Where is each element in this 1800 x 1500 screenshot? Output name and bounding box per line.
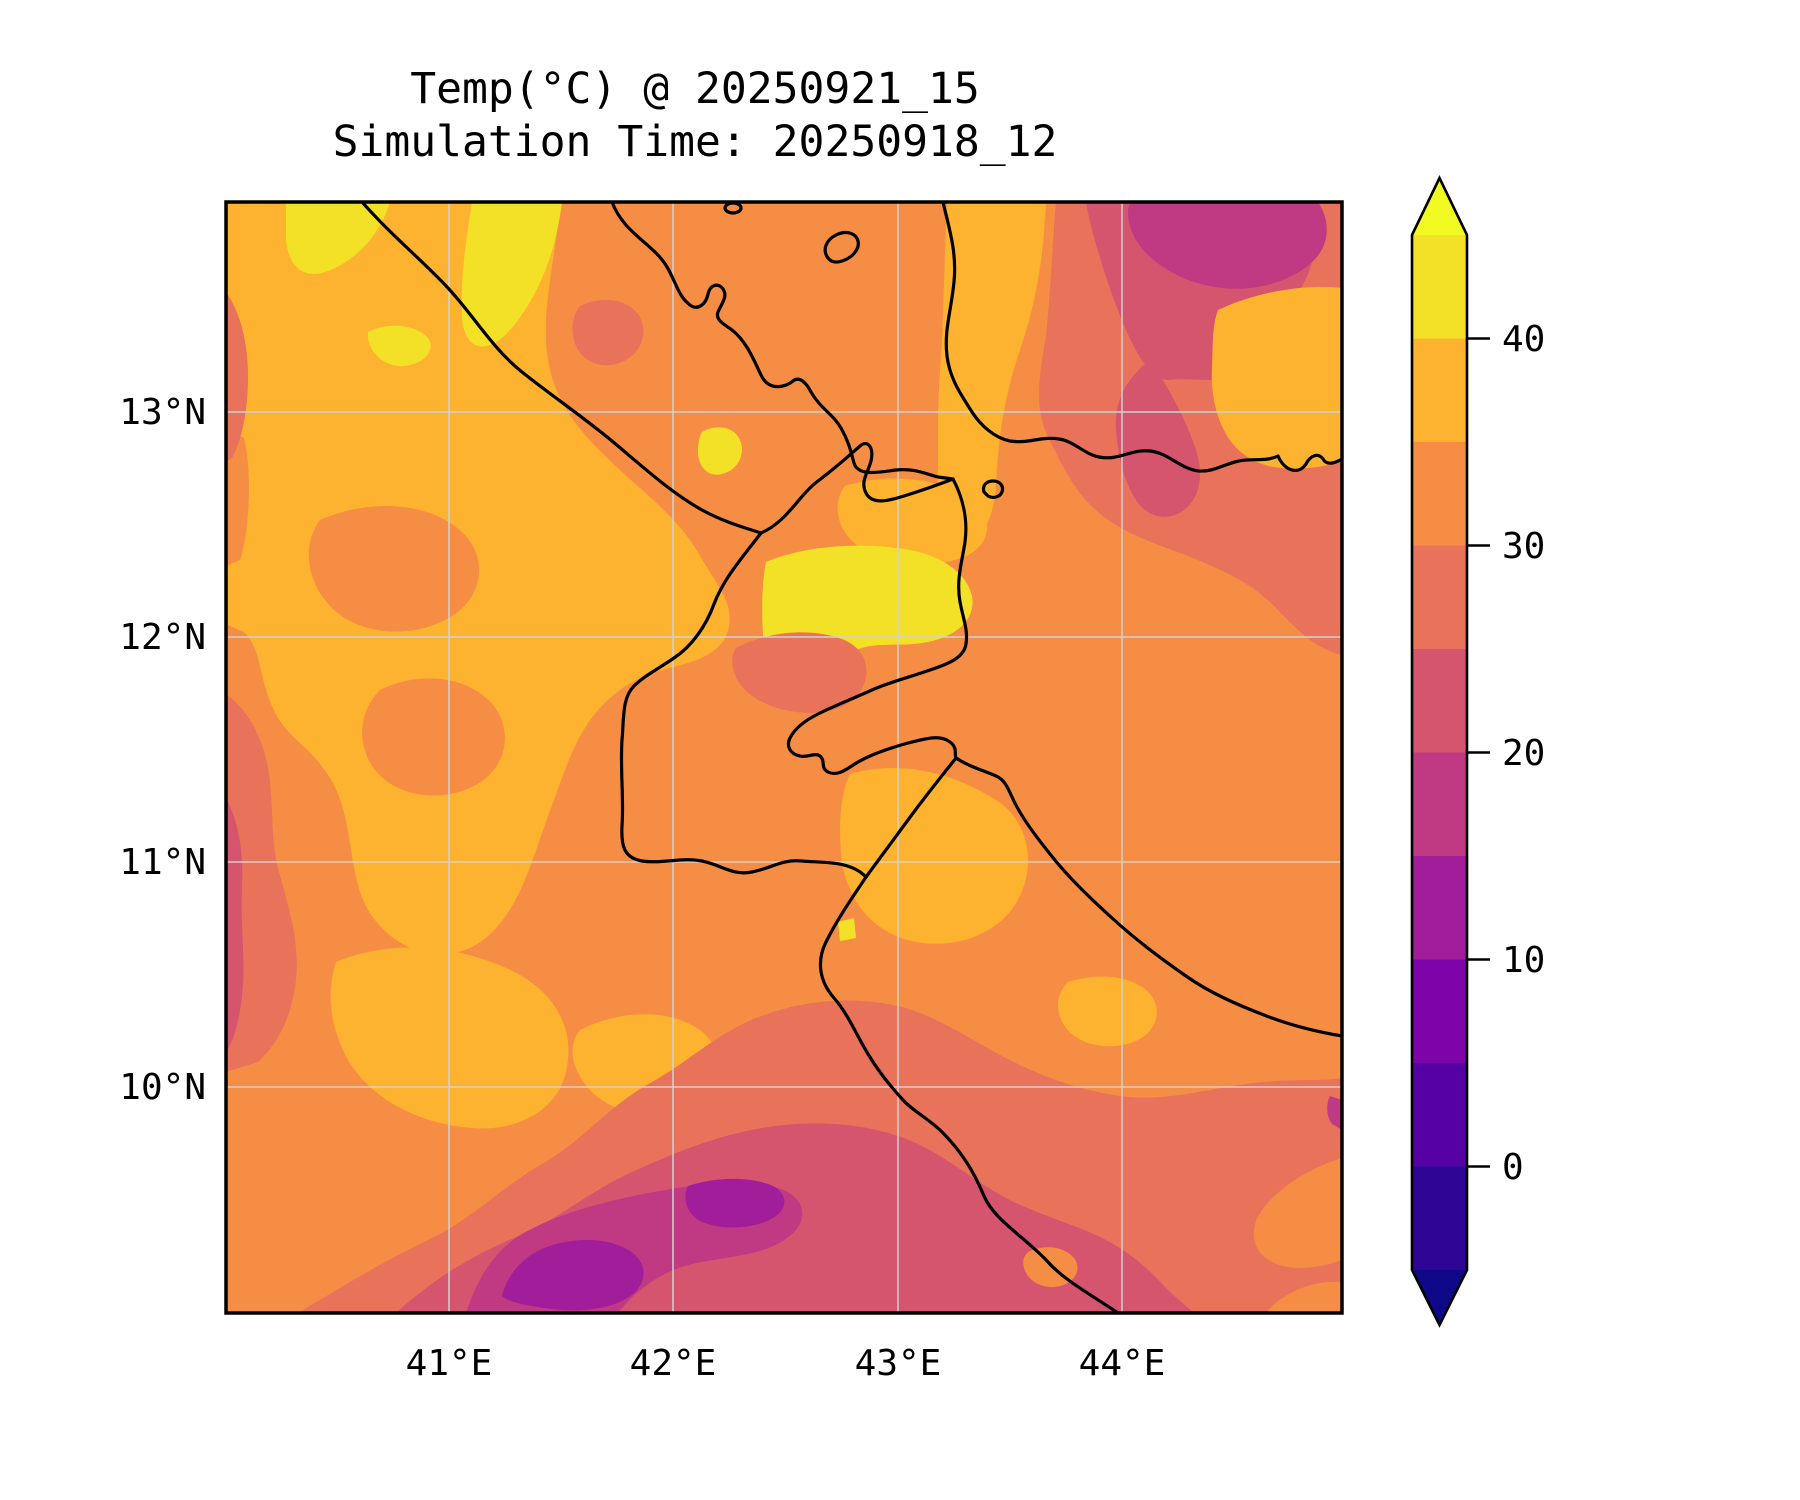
colorbar-extend-over: [1412, 178, 1467, 235]
border-ethiopia-somaliland: [818, 875, 1120, 1313]
y-axis-labels: 13°N 12°N 11°N 10°N: [119, 392, 206, 1108]
contour-band: [732, 632, 867, 713]
contour-band: [935, 202, 1046, 551]
colorbar-band-15-20: [1412, 752, 1467, 856]
coastlines-and-borders: [360, 202, 1342, 1313]
colorbar-tick-labels: 40 30 20 10 0: [1502, 319, 1545, 1188]
contour-band: [226, 694, 297, 1072]
colorbar-label-10: 10: [1502, 940, 1545, 981]
island-perim: [981, 479, 1005, 499]
colorbar-band-10-15: [1412, 856, 1467, 960]
colorbar-band-40-45: [1412, 235, 1467, 339]
ytick-10n: 10°N: [119, 1067, 206, 1108]
colorbar-band-5-10: [1412, 959, 1467, 1063]
contour-band: [1253, 1158, 1342, 1268]
xtick-43e: 43°E: [855, 1343, 942, 1384]
colorbar-label-40: 40: [1502, 319, 1545, 360]
contour-band: [367, 325, 431, 367]
map-frame: [224, 200, 1344, 1315]
contour-band: [698, 427, 742, 475]
gridlines: [226, 202, 1342, 1313]
contour-band: [452, 1062, 480, 1092]
plot-title-line2: Simulation Time: 20250918_12: [333, 117, 1058, 167]
colorbar-band-0-5: [1412, 1063, 1467, 1167]
colorbar-label-30: 30: [1502, 526, 1545, 567]
contour-band: [362, 678, 505, 796]
contour-band: [1128, 202, 1327, 289]
colorbar-label-0: 0: [1502, 1147, 1524, 1188]
border-ethiopia-eritrea: [360, 202, 763, 535]
plot-title-line1: Temp(°C) @ 20250921_15: [410, 64, 980, 114]
colorbar-band-35-40: [1412, 338, 1467, 442]
x-axis-labels: 41°E 42°E 43°E 44°E: [406, 1343, 1166, 1384]
colorbar-label-20: 20: [1502, 733, 1545, 774]
xtick-42e: 42°E: [630, 1343, 717, 1384]
contour-band: [1266, 1281, 1342, 1313]
contour-band: [308, 506, 480, 632]
colorbar-band-25-30: [1412, 545, 1467, 649]
colorbar-band-30-35: [1412, 442, 1467, 546]
contour-bands-30-35: [226, 430, 505, 796]
coastline-somaliland: [954, 756, 1342, 1038]
contour-band: [286, 202, 390, 274]
border-djibouti-ethiopia: [619, 531, 868, 879]
island-zuqar: [823, 230, 860, 264]
colorbar-outline: [1410, 175, 1469, 1328]
contour-band: [1115, 360, 1200, 517]
colorbar-extend-under: [1412, 1270, 1467, 1325]
colorbar-band-20-25: [1412, 649, 1467, 753]
contour-band: [572, 299, 644, 366]
map-panel: [226, 202, 1342, 1313]
contour-band: [685, 1178, 785, 1228]
contour-band: [461, 202, 562, 347]
xtick-44e: 44°E: [1079, 1343, 1166, 1384]
contour-band: [246, 574, 272, 603]
coastline-djibouti-gulf-of-tadjoura: [786, 477, 969, 775]
xtick-41e: 41°E: [406, 1343, 493, 1384]
contour-band: [1057, 976, 1157, 1047]
contour-band: [226, 430, 249, 566]
contour-band: [226, 292, 248, 462]
border-djibouti-eritrea: [759, 441, 955, 535]
coastline-eritrea: [610, 202, 955, 481]
contour-band: [1211, 286, 1342, 469]
ytick-13n: 13°N: [119, 392, 206, 433]
colorbar-band-m5-0: [1412, 1166, 1467, 1270]
colorbar: 40 30 20 10 0: [1410, 175, 1545, 1328]
contour-bands-10-15: [502, 1178, 785, 1311]
colorbar-ticks: [1467, 337, 1490, 1168]
contour-band: [502, 1240, 644, 1311]
contour-band: [840, 768, 1028, 944]
coastline-yemen: [941, 202, 1342, 473]
border-djibouti-somaliland: [864, 756, 958, 879]
ytick-11n: 11°N: [119, 842, 206, 883]
contour-band: [1327, 1096, 1342, 1130]
contour-band: [838, 918, 856, 941]
ytick-12n: 12°N: [119, 617, 206, 658]
